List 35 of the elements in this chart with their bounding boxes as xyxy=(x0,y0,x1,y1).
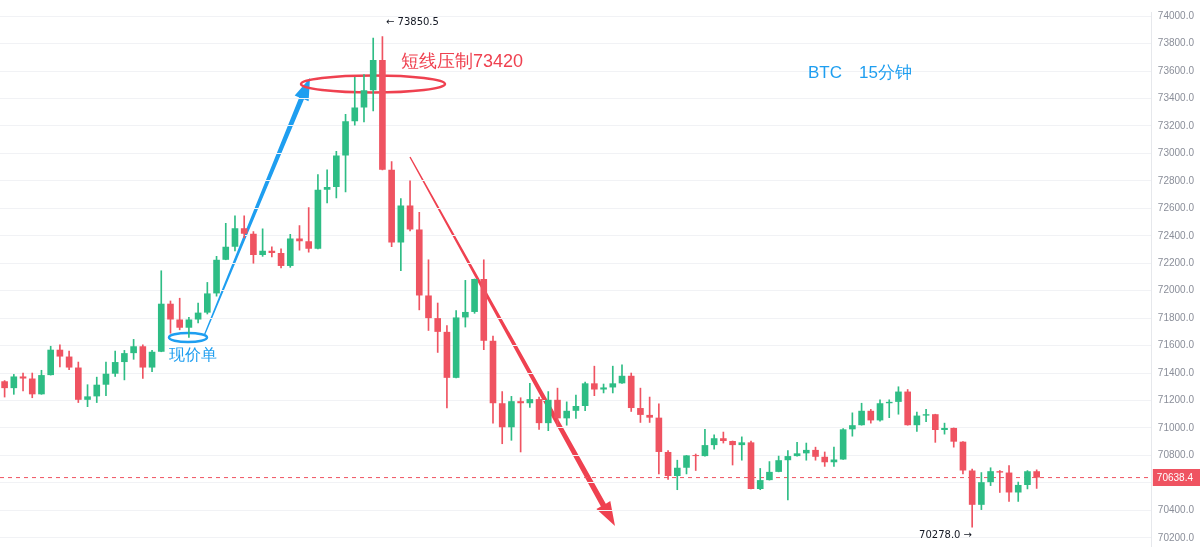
y-tick-label: 73000.0 xyxy=(1157,147,1195,159)
candlestick xyxy=(19,372,27,392)
candlestick xyxy=(802,442,810,461)
y-tick-label: 71000.0 xyxy=(1157,421,1195,433)
candlestick xyxy=(793,442,801,457)
annotation: 短线压制73420 xyxy=(401,50,524,71)
y-tick-label: 71400.0 xyxy=(1157,366,1195,378)
candlestick xyxy=(323,169,331,204)
y-tick-label: 72000.0 xyxy=(1157,284,1195,296)
ref-line-label: 70638.4 xyxy=(1156,471,1194,483)
annotation: 现价单 xyxy=(169,346,217,364)
y-tick-label: 70200.0 xyxy=(1157,531,1195,543)
y-tick-label: 72200.0 xyxy=(1157,256,1195,268)
annotation: ← 73850.5 xyxy=(386,15,439,27)
candlestick xyxy=(738,436,746,461)
y-tick-label: 74000.0 xyxy=(1157,9,1195,21)
candlestick xyxy=(692,453,700,471)
y-tick-label: 70400.0 xyxy=(1157,504,1195,516)
y-tick-label: 73800.0 xyxy=(1157,37,1195,49)
y-tick-label: 72600.0 xyxy=(1157,202,1195,214)
y-tick-label: 71600.0 xyxy=(1157,339,1195,351)
y-tick-label: 71200.0 xyxy=(1157,394,1195,406)
candlestick xyxy=(572,394,580,419)
y-tick-label: 71800.0 xyxy=(1157,311,1195,323)
candlestick xyxy=(609,365,617,394)
y-tick-label: 73600.0 xyxy=(1157,64,1195,76)
y-tick-label: 72400.0 xyxy=(1157,229,1195,241)
candlestick xyxy=(922,409,930,423)
y-tick-label: 73400.0 xyxy=(1157,92,1195,104)
y-tick-label: 72800.0 xyxy=(1157,174,1195,186)
y-tick-label: 70800.0 xyxy=(1157,449,1195,461)
text: BTC 15分钟 xyxy=(808,62,912,82)
y-tick-label: 73200.0 xyxy=(1157,119,1195,131)
candlestick xyxy=(305,207,313,253)
annotation: 70278.0 → xyxy=(919,528,972,540)
